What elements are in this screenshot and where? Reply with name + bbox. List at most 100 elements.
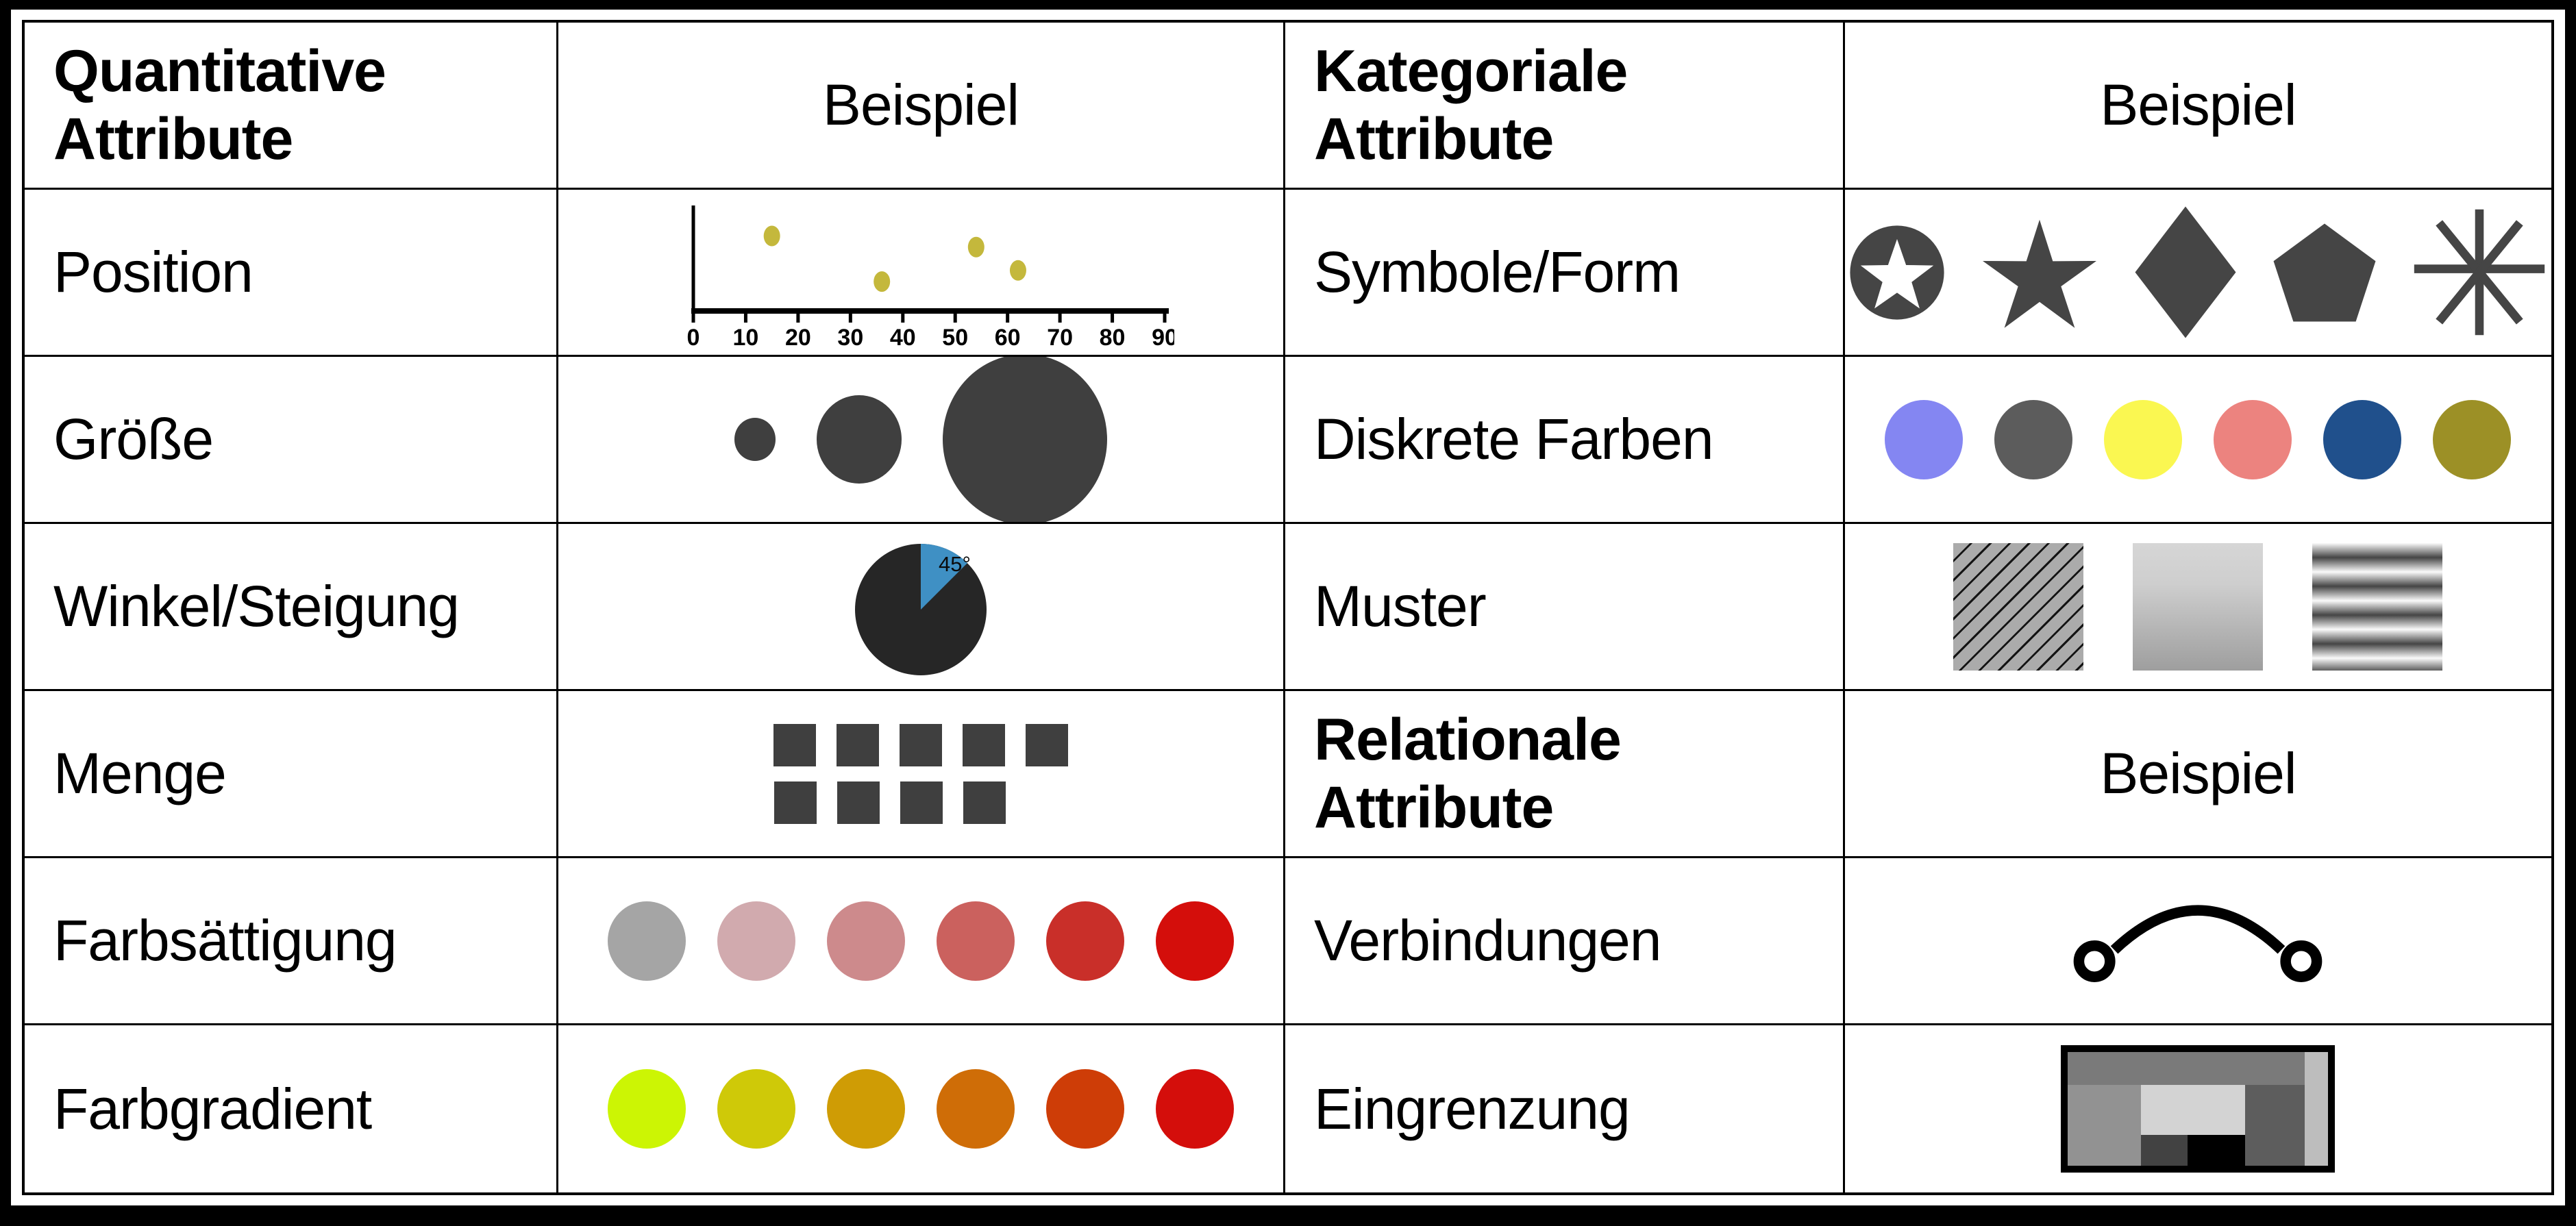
scatter-x-tick-label: 80 (1100, 325, 1126, 349)
gradient-dot (608, 1069, 686, 1149)
connection-arc (2111, 905, 2286, 954)
discrete-color-dot (2323, 399, 2402, 479)
row-label-position: Position (53, 240, 253, 304)
header-cell-beispiel-right: Beispiel (1844, 23, 2551, 190)
square-row (774, 781, 1006, 824)
patterns-row (1845, 542, 2551, 671)
scatter-data-point (1009, 260, 1026, 281)
row-label-diskrete-farben: Diskrete Farben (1314, 407, 1714, 471)
quantity-square (900, 781, 943, 824)
cell-groesse-label: Größe (25, 357, 559, 524)
row-label-groesse: Größe (53, 407, 214, 471)
header-quantitative-attribute: Quantitative Attribute (53, 38, 386, 172)
pentagon-icon (2273, 223, 2376, 321)
cell-eingrenzung-example (1844, 1025, 2551, 1192)
scatter-x-tick-label: 0 (687, 325, 700, 349)
discrete-color-dot (2214, 399, 2292, 479)
cell-menge-label: Menge (25, 691, 559, 858)
saturation-dot (1156, 901, 1235, 981)
pie-angle-label: 45° (939, 552, 971, 576)
row-label-verbindungen: Verbindungen (1314, 908, 1661, 973)
header-beispiel-left: Beispiel (822, 73, 1019, 137)
gradient-dot (717, 1069, 796, 1149)
saturation-colors-row (558, 901, 1283, 981)
saturation-dot (827, 901, 906, 981)
scatter-data-point (874, 271, 891, 292)
cell-winkel-label: Winkel/Steigung (25, 524, 559, 691)
enclosure-block (2305, 1052, 2329, 1166)
connection-node-right (2280, 940, 2323, 982)
cell-symbole-example (1844, 190, 2551, 357)
row-label-farbsaettigung: Farbsättigung (53, 908, 397, 973)
attributes-table: Quantitative Attribute Beispiel Kategori… (22, 20, 2554, 1195)
cell-farbgradient-label: Farbgradient (25, 1025, 559, 1192)
cell-muster-example (1844, 524, 2551, 691)
cell-farbsaettigung-example (558, 858, 1285, 1025)
quantity-square (837, 781, 880, 824)
size-circle (943, 357, 1108, 522)
scatter-x-tick-label: 70 (1047, 325, 1073, 349)
gradient-dot (827, 1069, 906, 1149)
pattern-vertical-gradient (2133, 542, 2264, 671)
cell-farbsaettigung-label: Farbsättigung (25, 858, 559, 1025)
diamond-icon (2135, 206, 2236, 338)
scatter-x-tick-label: 30 (837, 325, 863, 349)
size-circle (734, 418, 776, 461)
row-label-farbgradient: Farbgradient (53, 1076, 372, 1141)
discrete-color-dot (1885, 399, 1964, 479)
row-label-menge: Menge (53, 741, 227, 805)
cell-symbole-label: Symbole/Form (1285, 190, 1845, 357)
saturation-dot (1046, 901, 1125, 981)
pie-angle-slice (921, 543, 967, 610)
cell-farbgradient-example (558, 1025, 1285, 1192)
quantity-square (900, 723, 943, 766)
scatter-x-tick-label: 40 (890, 325, 916, 349)
cell-diskrete-label: Diskrete Farben (1285, 357, 1845, 524)
row-label-muster: Muster (1314, 574, 1487, 638)
header-cell-quantitative: Quantitative Attribute (25, 23, 559, 190)
quantity-square (963, 723, 1006, 766)
position-scatter-chart: 0 10 20 30 40 50 60 70 80 90 (687, 205, 1174, 349)
quantity-square (773, 723, 817, 766)
star-in-circle-icon (1850, 225, 1945, 320)
quantity-square (1026, 723, 1069, 766)
star-icon (1983, 219, 2097, 328)
scatter-data-point (967, 236, 984, 258)
gradient-dot (1046, 1069, 1125, 1149)
symbols-row (1845, 205, 2551, 339)
scatter-x-tick-label: 90 (1152, 325, 1174, 349)
header-cell-relational: Relationale Attribute (1285, 691, 1845, 858)
gradient-colors-row (558, 1069, 1283, 1149)
enclosure-block (2244, 1085, 2305, 1166)
enclosure-block (2140, 1085, 2245, 1136)
row-label-symbole-form: Symbole/Form (1314, 240, 1681, 304)
cell-position-label: Position (25, 190, 559, 357)
enclosure-block (2188, 1135, 2245, 1166)
asterisk-icon (2414, 209, 2545, 336)
cell-verbindungen-example (1844, 858, 2551, 1025)
cell-groesse-example (558, 357, 1285, 524)
cell-position-example: 0 10 20 30 40 50 60 70 80 90 (558, 190, 1285, 357)
scatter-x-tick-label: 60 (995, 325, 1021, 349)
header-beispiel-right: Beispiel (2100, 73, 2296, 137)
gradient-dot (1156, 1069, 1235, 1149)
quantity-squares (558, 723, 1283, 824)
connection-node-left (2074, 940, 2116, 982)
discrete-color-dot (2104, 399, 2183, 479)
discrete-colors-row (1845, 399, 2551, 479)
discrete-color-dot (2433, 399, 2512, 479)
size-circle (817, 395, 902, 484)
scatter-x-tick-label: 20 (785, 325, 811, 349)
discrete-color-dot (1994, 399, 2073, 479)
scatter-x-tick-label: 50 (942, 325, 968, 349)
quantity-square (837, 723, 880, 766)
cell-winkel-example: 45° (558, 524, 1285, 691)
header-cell-beispiel-left: Beispiel (558, 23, 1285, 190)
quantity-square (963, 781, 1006, 824)
header-relationale-attribute: Relationale Attribute (1314, 706, 1622, 840)
enclosure-block (2068, 1052, 2305, 1086)
angle-pie-chart: 45° (855, 543, 987, 675)
saturation-dot (608, 901, 686, 981)
gradient-dot (937, 1069, 1015, 1149)
